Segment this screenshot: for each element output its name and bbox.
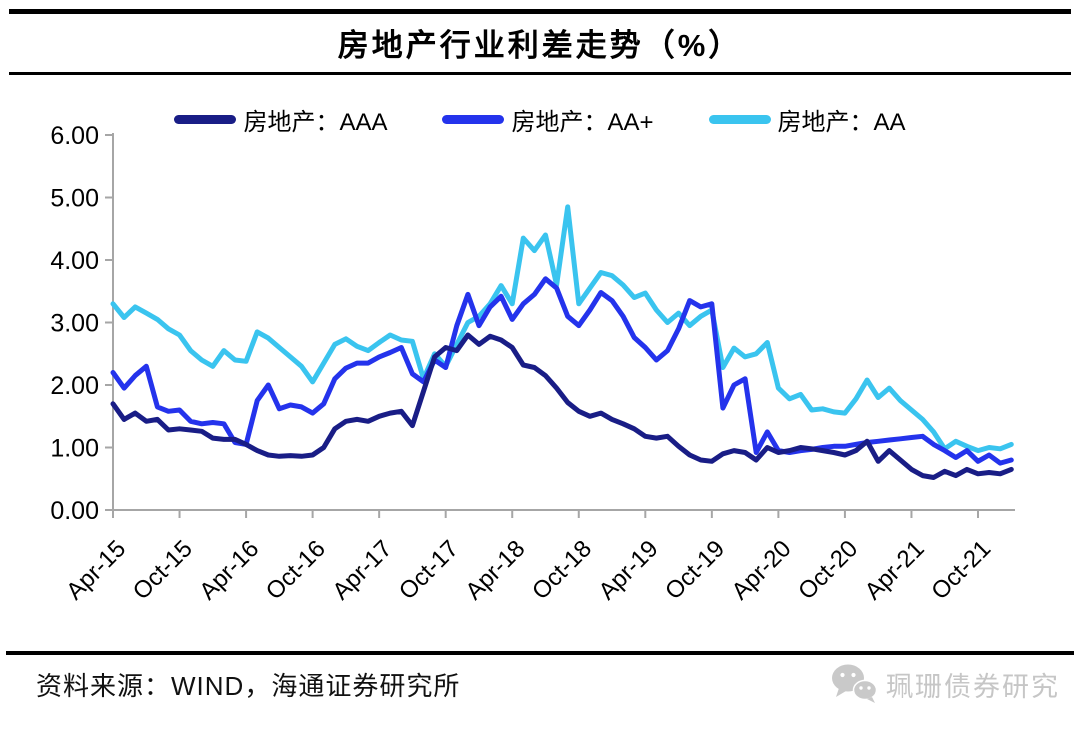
y-tick-label: 2.00 — [50, 372, 99, 400]
x-tick-label: Oct-16 — [261, 535, 331, 605]
x-tick-label: Apr-15 — [61, 535, 131, 605]
legend-label-aa: 房地产：AA — [777, 109, 906, 136]
legend-label-aa-plus: 房地产：AA+ — [511, 109, 654, 136]
legend-swatch-aa — [708, 115, 771, 124]
series-line-0 — [110, 332, 1014, 480]
x-tick-label: Apr-21 — [860, 535, 930, 605]
y-tick-label: 6.00 — [50, 122, 99, 150]
legend-item-aa: 房地产：AA — [708, 102, 906, 137]
x-tick-label: Apr-17 — [327, 535, 397, 605]
x-tick-label: Oct-18 — [527, 535, 597, 605]
y-tick-label: 3.00 — [50, 310, 99, 338]
y-tick-label: 1.00 — [50, 435, 99, 463]
page-title: 房地产行业利差走势（%） — [337, 28, 743, 63]
y-tick-label: 0.00 — [50, 497, 99, 525]
wechat-icon — [832, 664, 878, 703]
x-tick-label: Oct-17 — [394, 535, 464, 605]
x-tick-label: Apr-19 — [594, 535, 664, 605]
series-line-1 — [110, 276, 1014, 466]
legend-item-aaa: 房地产：AAA — [174, 102, 387, 137]
watermark-label: 珮珊债券研究 — [886, 671, 1060, 702]
x-tick-label: Oct-19 — [660, 535, 730, 605]
title-divider-rule — [9, 72, 1071, 75]
legend-swatch-aaa — [174, 115, 237, 124]
x-tick-label: Oct-21 — [926, 535, 996, 605]
watermark: 珮珊债券研究 — [829, 662, 1060, 706]
series-line-2 — [110, 204, 1014, 454]
x-tick-label: Apr-20 — [727, 535, 797, 605]
source-note: 资料来源：WIND，海通证券研究所 — [36, 671, 461, 701]
y-tick-label: 4.00 — [50, 247, 99, 275]
legend-swatch-aa-plus — [442, 115, 505, 124]
legend-item-aa-plus: 房地产：AA+ — [442, 102, 654, 137]
legend-label-aaa: 房地产：AAA — [243, 109, 388, 136]
x-tick-label: Apr-18 — [460, 535, 530, 605]
x-tick-label: Apr-16 — [194, 535, 264, 605]
y-tick-label: 5.00 — [50, 185, 99, 213]
x-tick-label: Oct-20 — [793, 535, 863, 605]
chart-legend: 房地产：AAA 房地产：AA+ 房地产：AA — [0, 102, 1080, 137]
top-rule — [9, 9, 1071, 14]
footer-rule — [6, 651, 1074, 655]
x-tick-label: Oct-15 — [128, 535, 198, 605]
